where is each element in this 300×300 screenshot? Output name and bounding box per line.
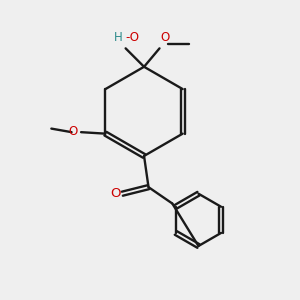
Text: O: O xyxy=(111,187,121,200)
Text: H: H xyxy=(114,32,123,44)
Text: O: O xyxy=(160,32,170,44)
Text: O: O xyxy=(68,125,77,138)
Text: -O: -O xyxy=(126,32,140,44)
